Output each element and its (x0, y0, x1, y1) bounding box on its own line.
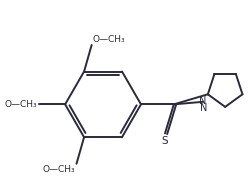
Text: O—CH₃: O—CH₃ (5, 100, 37, 109)
Text: N: N (199, 96, 207, 106)
Text: S: S (162, 136, 168, 146)
Text: O—CH₃: O—CH₃ (43, 165, 75, 174)
Text: N: N (200, 103, 207, 113)
Text: O—CH₃: O—CH₃ (93, 35, 125, 44)
